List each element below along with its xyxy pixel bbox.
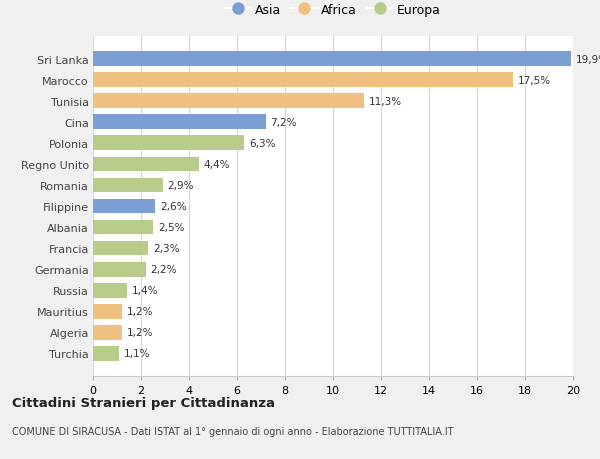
Bar [93,94,364,109]
Bar [93,262,146,277]
Text: 2,3%: 2,3% [153,244,179,253]
Text: Cittadini Stranieri per Cittadinanza: Cittadini Stranieri per Cittadinanza [12,396,275,409]
Text: 19,9%: 19,9% [575,55,600,65]
Text: 17,5%: 17,5% [518,76,551,85]
Text: 1,2%: 1,2% [127,328,153,337]
Bar [93,199,155,214]
Text: COMUNE DI SIRACUSA - Dati ISTAT al 1° gennaio di ogni anno - Elaborazione TUTTIT: COMUNE DI SIRACUSA - Dati ISTAT al 1° ge… [12,426,454,436]
Text: 2,2%: 2,2% [151,264,177,274]
Legend: Asia, Africa, Europa: Asia, Africa, Europa [220,0,446,22]
Bar [93,73,513,88]
Text: 11,3%: 11,3% [369,96,402,106]
Bar [93,115,266,130]
Text: 1,1%: 1,1% [124,348,151,358]
Bar [93,346,119,361]
Text: 7,2%: 7,2% [271,118,297,128]
Text: 1,2%: 1,2% [127,307,153,317]
Bar [93,325,122,340]
Bar [93,283,127,298]
Bar [93,178,163,193]
Bar [93,52,571,67]
Text: 2,5%: 2,5% [158,223,184,233]
Text: 2,6%: 2,6% [160,202,187,212]
Bar [93,220,153,235]
Text: 4,4%: 4,4% [203,160,230,169]
Bar [93,241,148,256]
Bar [93,157,199,172]
Bar [93,304,122,319]
Text: 6,3%: 6,3% [249,139,275,149]
Text: 2,9%: 2,9% [167,180,194,190]
Bar [93,136,244,151]
Text: 1,4%: 1,4% [131,285,158,296]
